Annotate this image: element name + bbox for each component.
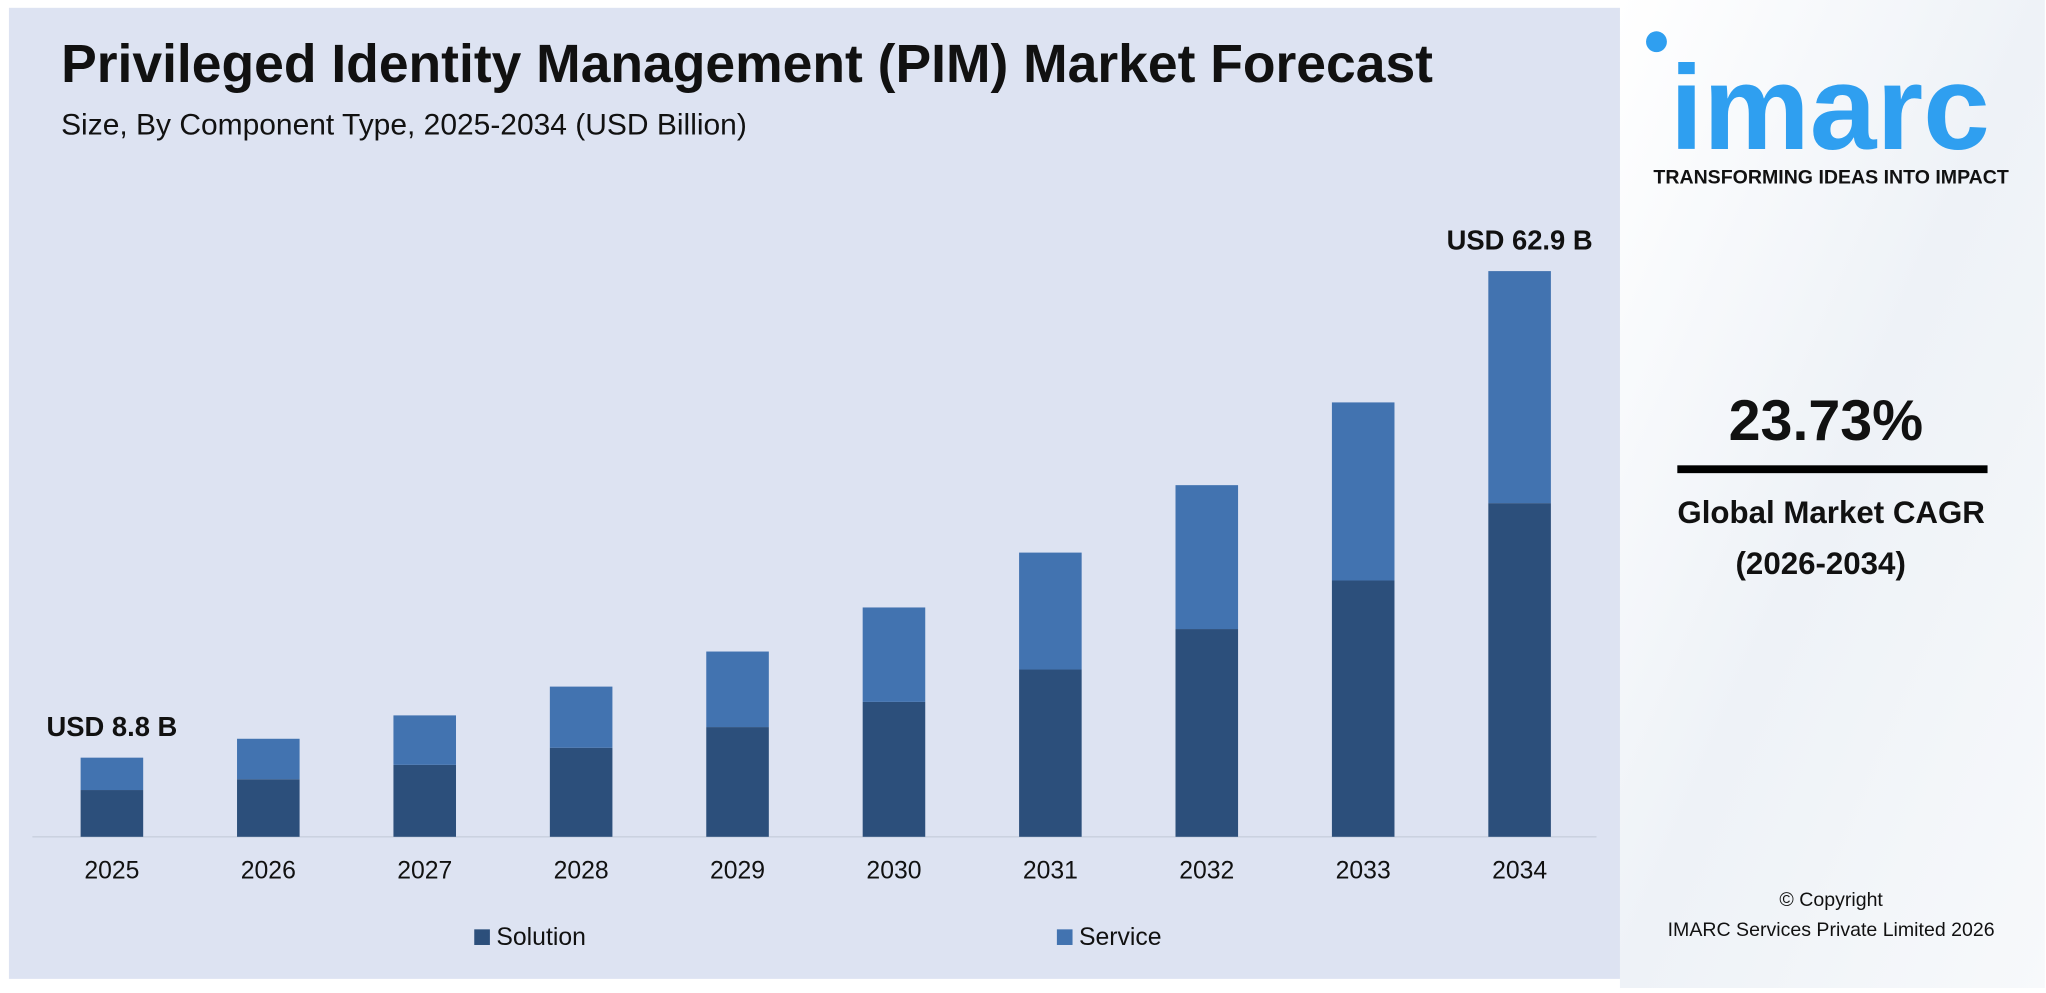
bar-segment [1488,503,1551,837]
bar-segment [237,738,300,780]
bar-segment [80,790,144,837]
bar-segment [549,686,613,748]
bar-segment [1331,402,1395,581]
x-tick-label: 2030 [866,858,921,885]
bar-segment [237,779,300,837]
bar-segment [862,607,926,702]
x-tick-label: 2034 [1492,858,1547,885]
bar-segment [862,701,926,837]
bar-segment [1019,552,1082,670]
bar-segment [1175,629,1239,837]
cagr-value: 23.73% [1729,389,1924,453]
x-tick-label: 2025 [84,858,139,885]
logo-dot [1646,31,1667,53]
tagline: TRANSFORMING IDEAS INTO IMPACT [1653,167,2009,189]
x-tick-label: 2026 [241,858,296,885]
total-label: USD 62.9 B [1447,225,1593,256]
bar-segment [1175,485,1239,630]
chart-title: Privileged Identity Management (PIM) Mar… [61,35,1433,94]
cagr-label: Global Market CAGR [1677,495,1985,530]
x-tick-label: 2033 [1336,858,1391,885]
bar-segment [393,715,457,765]
x-tick-label: 2032 [1179,858,1234,885]
bar-segment [706,651,769,728]
x-tick-label: 2031 [1023,858,1078,885]
cagr-rule [1677,465,1988,474]
bar-segment [1488,271,1551,504]
bar-segment [1019,669,1082,837]
company: IMARC Services Private Limited 2026 [1668,919,1995,941]
bar-segment [393,764,457,837]
bar-segment [1331,580,1395,837]
legend-label: Solution [496,924,585,951]
bar-segment [549,747,613,837]
x-tick-label: 2028 [554,858,609,885]
bar-segment [80,757,144,791]
legend-label: Service [1079,924,1162,951]
logo: imarc [1670,41,1990,175]
legend-swatch [474,929,490,945]
total-label: USD 8.8 B [47,711,178,742]
cagr-period: (2026-2034) [1736,546,1906,581]
copyright: © Copyright [1779,889,1883,911]
legend-swatch [1056,929,1073,945]
x-tick-label: 2027 [397,858,452,885]
chart-subtitle: Size, By Component Type, 2025-2034 (USD … [61,108,747,141]
bar-segment [706,727,769,837]
sidebar-background [1619,0,2045,988]
x-tick-label: 2029 [710,858,765,885]
